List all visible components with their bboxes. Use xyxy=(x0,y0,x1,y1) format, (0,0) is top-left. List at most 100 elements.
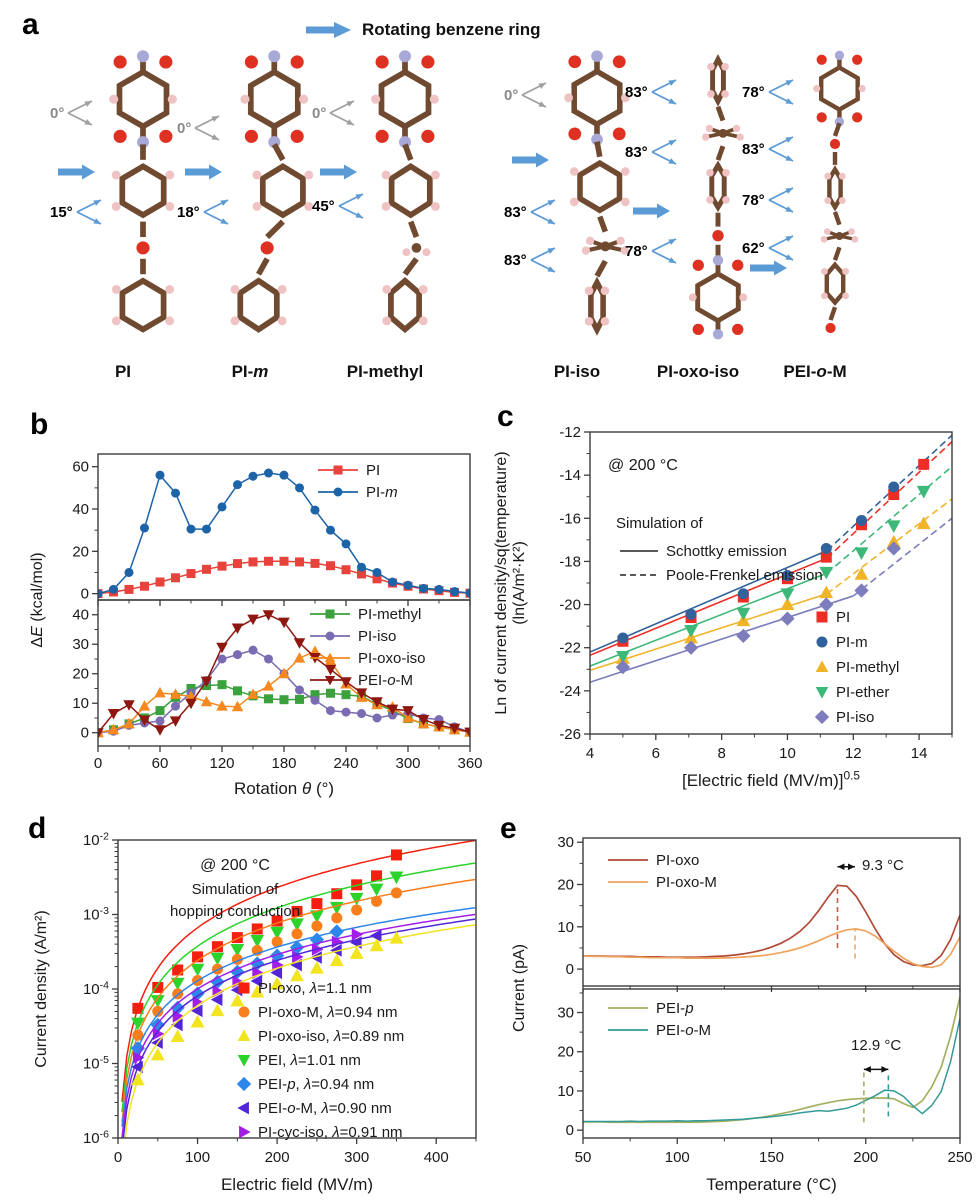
svg-text:@ 200 °C: @ 200 °C xyxy=(200,857,270,874)
angle-label: 0° xyxy=(50,104,65,122)
angle-arrows-icon xyxy=(651,79,677,105)
molecule-2: 0° 45° PI-methyl xyxy=(310,44,460,396)
panel-c-label: c xyxy=(497,400,514,433)
svg-text:40: 40 xyxy=(72,501,89,518)
molecule-structure xyxy=(813,50,866,334)
angle-annotation: 78° xyxy=(625,233,680,269)
svg-text:400: 400 xyxy=(424,1149,449,1166)
svg-text:9.3 °C: 9.3 °C xyxy=(862,857,904,874)
angle-label: 0° xyxy=(177,119,192,137)
blue-block-arrow-icon xyxy=(306,22,351,38)
svg-text:10-2​: 10-2​ xyxy=(83,830,109,849)
svg-text:300: 300 xyxy=(395,755,420,772)
svg-text:10-4​: 10-4​ xyxy=(83,979,109,998)
svg-text:-20: -20 xyxy=(559,597,581,614)
angle-label: 18° xyxy=(177,203,200,221)
svg-text:300: 300 xyxy=(344,1149,369,1166)
svg-text:PI-oxo, λ=1.1 nm: PI-oxo, λ=1.1 nm xyxy=(258,980,372,997)
svg-text:PI-oxo-iso: PI-oxo-iso xyxy=(358,650,426,667)
svg-text:100: 100 xyxy=(185,1149,210,1166)
svg-text:PEI-o-M, λ=0.90 nm: PEI-o-M, λ=0.90 nm xyxy=(258,1100,392,1117)
angle-annotation: 15° xyxy=(50,194,105,230)
svg-text:30: 30 xyxy=(72,636,89,653)
angle-label: 15° xyxy=(50,203,73,221)
angle-annotation: 78° xyxy=(742,182,797,218)
angle-label: 78° xyxy=(742,191,765,209)
angle-arrows-icon xyxy=(768,187,794,213)
svg-text:6: 6 xyxy=(652,745,660,762)
svg-text:20: 20 xyxy=(557,877,574,894)
svg-text:10: 10 xyxy=(779,745,796,762)
molecule-name: PI-iso xyxy=(553,362,601,381)
chart-d-hopping: 0 100 200 300 400 10-6​ 10-5​ 10-4​ 10-3​ 10-2​ @ … xyxy=(33,830,477,1194)
angle-arrows-icon xyxy=(651,238,677,264)
svg-text:-12: -12 xyxy=(559,424,581,441)
svg-text:PI-m: PI-m xyxy=(366,484,398,501)
svg-text:-14: -14 xyxy=(559,467,581,484)
svg-text:250: 250 xyxy=(947,1149,972,1166)
svg-text:10-6​: 10-6​ xyxy=(83,1128,109,1147)
molecule-1: 0° 18° PI-m xyxy=(175,44,325,396)
svg-text:PI-m: PI-m xyxy=(836,634,868,651)
svg-text:200: 200 xyxy=(265,1149,290,1166)
svg-text:20: 20 xyxy=(72,666,89,683)
molecule-name: PI xyxy=(114,362,132,381)
rotating-ring-arrow-icon xyxy=(633,203,671,224)
angle-label: 78° xyxy=(625,242,648,260)
svg-text:120: 120 xyxy=(209,755,234,772)
chart-c-emission: 4 6 8 10 12 14 -26 -24 -22 -20 -18 -16 -14 -12 @ 200 °… xyxy=(493,424,953,790)
molecule-name: PI-oxo-iso xyxy=(656,362,740,381)
svg-text:0: 0 xyxy=(94,755,102,772)
svg-text:12: 12 xyxy=(845,745,862,762)
svg-text:180: 180 xyxy=(271,755,296,772)
svg-text:0: 0 xyxy=(81,725,89,742)
svg-text:12.9 °C: 12.9 °C xyxy=(851,1037,901,1054)
rotating-ring-arrow-icon xyxy=(320,164,358,185)
angle-annotation: 78° xyxy=(742,74,797,110)
rotating-ring-arrow-icon xyxy=(512,152,550,173)
angle-arrows-icon xyxy=(76,199,102,225)
angle-arrows-icon xyxy=(530,199,556,225)
svg-text:20: 20 xyxy=(72,543,89,560)
svg-text:PI-oxo-iso, λ=0.89 nm: PI-oxo-iso, λ=0.89 nm xyxy=(258,1028,404,1045)
svg-text:240: 240 xyxy=(333,755,358,772)
svg-text:PI-methyl: PI-methyl xyxy=(836,659,899,676)
svg-text:-16: -16 xyxy=(559,510,581,527)
svg-text:PEI-o-M: PEI-o-M xyxy=(358,672,413,689)
chart-b-rotation-energy: 0 20 40 60 PI PI-m 0 60 120 180 240 300 360 0 10 20 30 40… xyxy=(29,453,483,798)
angle-arrows-icon xyxy=(768,235,794,261)
panel-a-label: a xyxy=(22,8,39,41)
svg-text:150: 150 xyxy=(759,1149,784,1166)
molecule-3: 0° 83° 83° PI-iso xyxy=(502,44,652,396)
molecule-0: 0° 15° PI xyxy=(48,44,198,396)
angle-annotation: 0° xyxy=(50,95,96,131)
svg-text:10-3​: 10-3​ xyxy=(83,905,109,924)
svg-text:10: 10 xyxy=(72,695,89,712)
svg-text:PI-cyc-iso, λ=0.91 nm: PI-cyc-iso, λ=0.91 nm xyxy=(258,1124,403,1141)
molecule-row: 0° 15° PI 0° 18° PI-m 0° 45° PI-methyl 0° 83° 83° PI… xyxy=(0,44,978,396)
svg-text:Simulation of: Simulation of xyxy=(192,881,280,898)
svg-text:PI-oxo-M, λ=0.94 nm: PI-oxo-M, λ=0.94 nm xyxy=(258,1004,398,1021)
svg-text:100: 100 xyxy=(665,1149,690,1166)
molecule-name: PEI-o-M xyxy=(783,362,847,381)
angle-arrows-icon xyxy=(194,115,220,141)
molecule-structure xyxy=(371,50,440,334)
svg-text:50: 50 xyxy=(575,1149,592,1166)
angle-annotation: 83° xyxy=(625,134,680,170)
svg-text:Current density (A/m²): Current density (A/m²) xyxy=(33,910,50,1067)
svg-text:PEI-p: PEI-p xyxy=(656,1000,694,1017)
angle-arrows-icon xyxy=(329,100,355,126)
svg-text:30: 30 xyxy=(557,834,574,851)
angle-annotation: 83° xyxy=(625,74,680,110)
svg-text:PI-oxo-M: PI-oxo-M xyxy=(656,874,717,891)
molecule-5: 78° 83° 78° 62° PEI-o-M xyxy=(740,44,890,396)
angle-label: 0° xyxy=(312,104,327,122)
angle-annotation: 62° xyxy=(742,230,797,266)
panel-b-label: b xyxy=(30,408,49,441)
angle-arrows-icon xyxy=(768,79,794,105)
angle-label: 0° xyxy=(504,86,519,104)
svg-text:10-5​: 10-5​ xyxy=(83,1054,109,1073)
svg-text:40: 40 xyxy=(72,607,89,624)
